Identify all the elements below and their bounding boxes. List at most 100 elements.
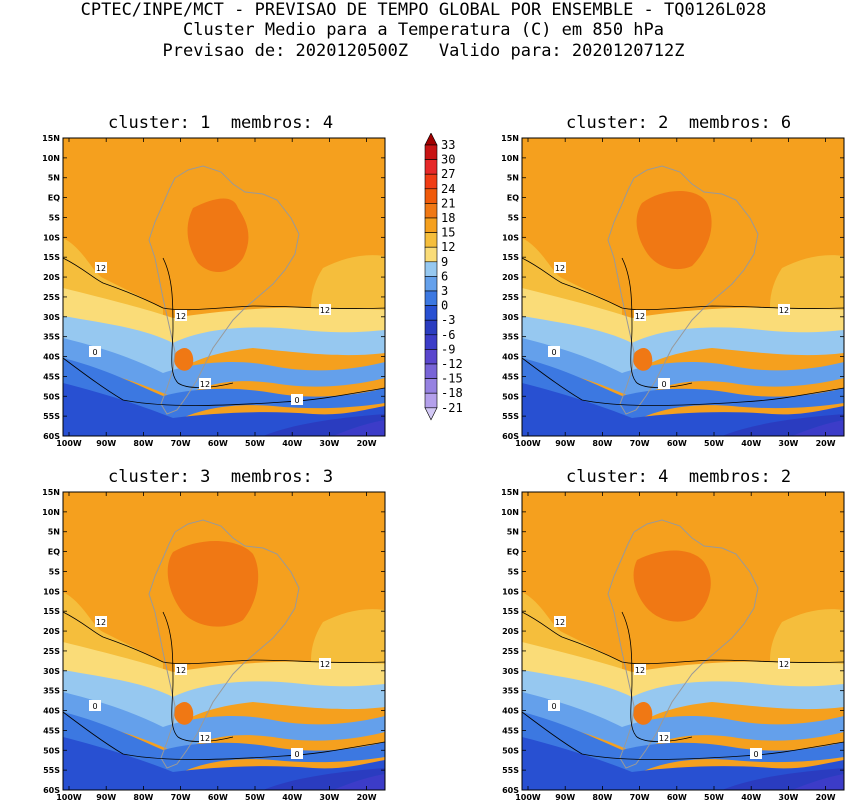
- contour-label-bg: [175, 664, 187, 675]
- region-minus3-0: [63, 737, 385, 790]
- colorbar: 33 30 27 24 21 18 15 12 9 6 3 0 -3 -6 -9 -12 -15 -18 -21: [419, 132, 469, 443]
- contour-label-bg: [199, 732, 211, 743]
- lat-label: 20S: [502, 273, 519, 282]
- colorbar-label: -9: [441, 342, 455, 356]
- lat-label: 45S: [502, 372, 519, 381]
- colorbar-label: -12: [441, 357, 463, 371]
- colorbar-label: -15: [441, 372, 463, 386]
- lon-label: 40W: [282, 439, 302, 448]
- panel-title-4: cluster: 4 membros: 2: [566, 467, 792, 487]
- region-minus3-0: [522, 737, 844, 790]
- lat-label: 15N: [42, 134, 60, 143]
- map-frame: [62, 137, 386, 437]
- contour-label: 0: [551, 702, 556, 711]
- colorbar-segment: [424, 188, 438, 204]
- lat-label: 5N: [507, 174, 519, 183]
- lat-label: 20S: [502, 627, 519, 636]
- lat-label: 15S: [43, 607, 60, 616]
- lon-label: 50W: [245, 439, 265, 448]
- contour-label: 0: [294, 750, 299, 759]
- colorbar-label: 18: [441, 211, 455, 225]
- contour-label-bg: [658, 378, 670, 389]
- lon-label: 20W: [816, 439, 836, 448]
- contour-label-bg: [658, 732, 670, 743]
- lon-label: 20W: [357, 793, 377, 802]
- contour-label-bg: [291, 748, 303, 759]
- warm-region: [187, 198, 249, 273]
- lat-label: 10S: [502, 233, 519, 242]
- lat-label: 15S: [502, 253, 519, 262]
- lat-label: 20S: [43, 627, 60, 636]
- lon-label: 70W: [171, 439, 191, 448]
- lat-label: 5S: [508, 567, 520, 576]
- colorbar-label: 21: [441, 196, 455, 210]
- header-line-2: Cluster Medio para a Temperatura (C) em …: [182, 20, 665, 40]
- contour-label: 12: [659, 734, 669, 743]
- lat-label: 10N: [42, 154, 60, 163]
- lon-label: 30W: [319, 793, 339, 802]
- contour-label-bg: [89, 700, 101, 711]
- lat-label: 50S: [43, 746, 60, 755]
- lat-label: 35S: [43, 333, 60, 342]
- contour-0: [521, 357, 845, 406]
- region-3-6: [522, 692, 844, 754]
- lon-label: 50W: [704, 793, 724, 802]
- lon-label: 30W: [778, 793, 798, 802]
- lat-label: 10S: [43, 233, 60, 242]
- contour-label: 0: [294, 396, 299, 405]
- lon-label: 60W: [667, 439, 687, 448]
- colorbar-segment: [424, 392, 438, 409]
- patagonia-warm-region: [174, 347, 194, 371]
- lon-label: 100W: [515, 439, 541, 448]
- lat-label: 60S: [502, 786, 519, 795]
- lat-label: EQ: [48, 548, 60, 557]
- patagonia-warm-region: [633, 701, 653, 725]
- lat-label: 30S: [43, 313, 60, 322]
- contour-label: 12: [635, 666, 645, 675]
- lon-label: 90W: [555, 793, 575, 802]
- contour-label-bg: [778, 304, 790, 315]
- region-minus9: [333, 774, 385, 790]
- panel-title-2: cluster: 2 membros: 6: [566, 113, 792, 133]
- colorbar-segment: [424, 232, 438, 248]
- header-line-1: CPTEC/INPE/MCT - PREVISAO DE TEMPO GLOBA…: [80, 0, 767, 20]
- map-panel-4: 12 12 12 12 0 0 15N 10N 5N EQ 5S 10S 15S 20S 25S 30S 35S…: [501, 488, 845, 802]
- contour-label-bg: [554, 262, 566, 273]
- lat-label: 30S: [502, 667, 519, 676]
- patagonia-warm-region: [174, 701, 194, 725]
- coastline: [148, 519, 300, 769]
- lat-label: 55S: [502, 766, 519, 775]
- colorbar-segment: [424, 290, 438, 306]
- lat-label: 20S: [43, 273, 60, 282]
- lon-label: 70W: [171, 793, 191, 802]
- colorbar-bottom-arrow: [424, 407, 438, 421]
- region-6-9: [522, 670, 844, 732]
- lat-label: 10N: [42, 508, 60, 517]
- map-frame: [62, 491, 386, 791]
- lat-label: 45S: [43, 372, 60, 381]
- colorbar-segment: [424, 334, 438, 350]
- warm-region: [636, 190, 712, 270]
- panel-title-1: cluster: 1 membros: 4: [108, 113, 334, 133]
- lat-label: 45S: [502, 726, 519, 735]
- colorbar-segment: [424, 276, 438, 292]
- colorbar-label: 30: [441, 153, 455, 167]
- map-panel-2: 12 12 12 0 0 15N 10N 5N EQ 5S 10S 15S 20S 25S 30S 35S 40…: [501, 134, 845, 448]
- colorbar-label: 0: [441, 299, 448, 313]
- lat-label: 30S: [43, 667, 60, 676]
- contour-label: 0: [92, 348, 97, 357]
- colorbar-segment: [424, 349, 438, 365]
- contour-0: [62, 711, 386, 760]
- colorbar-segment: [424, 203, 438, 219]
- lat-label: 45S: [43, 726, 60, 735]
- patagonia-warm-region: [633, 347, 653, 371]
- contour-label: 0: [661, 380, 666, 389]
- colorbar-label: 27: [441, 167, 455, 181]
- lat-label: 40S: [502, 353, 519, 362]
- contour-label: 12: [176, 666, 186, 675]
- lon-label: 90W: [96, 793, 116, 802]
- region-0-3: [522, 712, 844, 774]
- lat-label: 55S: [502, 412, 519, 421]
- colorbar-label: 9: [441, 255, 448, 269]
